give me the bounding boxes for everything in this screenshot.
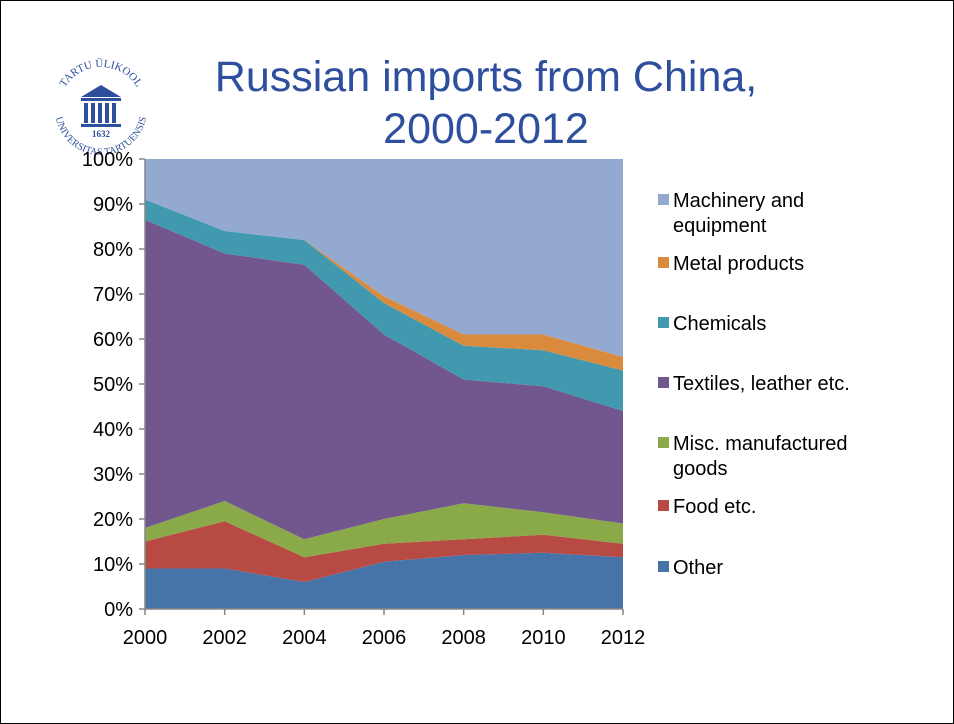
legend-swatch — [658, 437, 669, 448]
x-tick-label: 2010 — [521, 627, 566, 649]
legend-label: goods — [673, 458, 728, 480]
area-other — [145, 552, 623, 609]
legend-swatch — [658, 500, 669, 511]
chart-axes — [139, 158, 624, 615]
legend-swatch — [658, 317, 669, 328]
legend-label: Misc. manufactured — [673, 433, 848, 455]
y-tick-label: 70% — [93, 284, 133, 306]
area-food-etc — [145, 521, 623, 582]
y-tick-label: 100% — [82, 149, 133, 171]
university-logo: TARTU ÜLIKOOL UNIVERSITAS TARTUENSIS 163… — [53, 58, 149, 158]
legend-item-misc-manufactured-goods: Misc. manufactured goods — [658, 433, 848, 480]
x-tick-label: 2000 — [123, 627, 168, 649]
legend-label: Machinery and — [673, 190, 804, 212]
legend-swatch — [658, 561, 669, 572]
legend-item-chemicals: Chemicals — [658, 313, 766, 335]
legend-item-food-etc: Food etc. — [658, 496, 756, 518]
legend-swatch — [658, 377, 669, 388]
y-tick-label: 90% — [93, 194, 133, 216]
x-tick-label: 2006 — [362, 627, 407, 649]
x-tick-label: 2008 — [441, 627, 486, 649]
x-tick-label: 2004 — [282, 627, 327, 649]
slide-title-line-2: 2000-2012 — [383, 105, 589, 153]
legend-swatch — [658, 194, 669, 205]
area-metal-products — [145, 199, 623, 371]
area-textiles-leather-etc — [145, 219, 623, 540]
y-tick-label: 20% — [93, 509, 133, 531]
slide-title-line-1: Russian imports from China, — [214, 53, 758, 101]
y-tick-label: 50% — [93, 374, 133, 396]
area-chemicals — [145, 199, 623, 411]
university-building-icon — [81, 85, 121, 127]
slide-title: Russian imports from China, 2000-2012 — [186, 51, 786, 155]
legend-item-metal-products: Metal products — [658, 253, 804, 275]
area-misc-manufactured-goods — [145, 501, 623, 558]
y-tick-label: 0% — [104, 599, 133, 621]
chart-legend: Machinery and equipment Metal products Chem… — [658, 190, 850, 579]
y-axis-tick-labels: 0% 10% 20% 30% 40% 50% 60% 70% 80% 90% 100% — [82, 149, 133, 621]
x-axis-tick-labels: 2000 2002 2004 2006 2008 2010 2012 — [123, 627, 646, 649]
y-tick-label: 10% — [93, 554, 133, 576]
legend-label: Textiles, leather etc. — [673, 373, 850, 395]
legend-label: Other — [673, 557, 723, 579]
y-tick-label: 80% — [93, 239, 133, 261]
logo-year: 1632 — [92, 129, 111, 139]
legend-swatch — [658, 257, 669, 268]
y-tick-label: 30% — [93, 464, 133, 486]
legend-item-machinery-and-equipment: Machinery and equipment — [658, 190, 804, 237]
legend-item-other: Other — [658, 557, 723, 579]
legend-label: equipment — [673, 215, 767, 237]
legend-label: Food etc. — [673, 496, 756, 518]
legend-label: Metal products — [673, 253, 804, 275]
area-machinery-and-equipment — [145, 159, 623, 357]
legend-item-textiles-leather-etc: Textiles, leather etc. — [658, 373, 850, 395]
x-tick-label: 2002 — [202, 627, 247, 649]
y-tick-label: 40% — [93, 419, 133, 441]
y-tick-label: 60% — [93, 329, 133, 351]
chart-areas — [145, 159, 623, 609]
x-tick-label: 2012 — [601, 627, 646, 649]
legend-label: Chemicals — [673, 313, 766, 335]
